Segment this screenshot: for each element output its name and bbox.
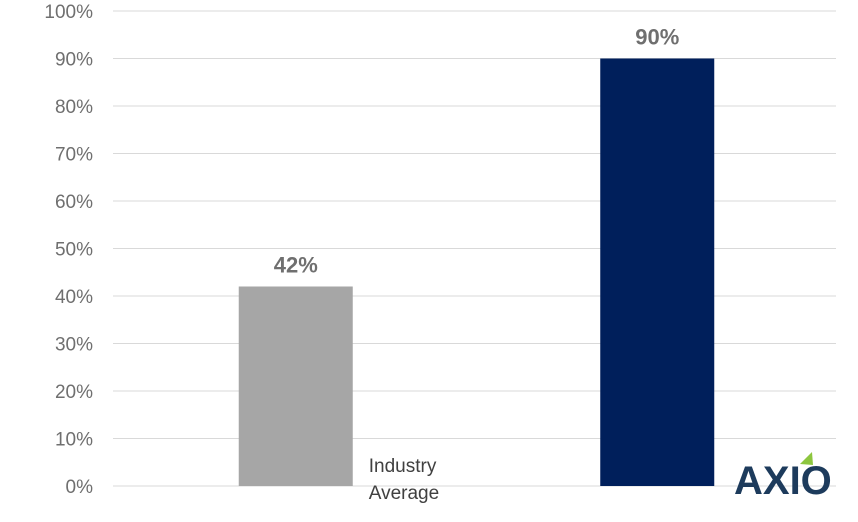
y-tick-label: 50% xyxy=(55,240,93,261)
bars xyxy=(238,58,715,486)
axio-logo: AXIO xyxy=(734,452,832,503)
data-label: 90% xyxy=(635,25,679,50)
category-label-line: Average xyxy=(369,483,439,504)
y-tick-label: 40% xyxy=(55,287,93,308)
y-tick-label: 30% xyxy=(55,335,93,356)
logo-leaf-icon xyxy=(800,452,813,465)
category-label-line: Industry xyxy=(369,456,437,477)
y-tick-label: 10% xyxy=(55,430,93,451)
bar xyxy=(600,58,715,486)
category-labels: Industry Average xyxy=(369,456,439,504)
data-labels: 42% 90% xyxy=(274,25,680,278)
y-tick-label: 80% xyxy=(55,97,93,118)
y-tick-label: 70% xyxy=(55,145,93,166)
category-label: Industry Average xyxy=(369,456,439,504)
y-tick-label: 90% xyxy=(55,50,93,71)
gridlines xyxy=(113,10,836,487)
y-tick-label: 20% xyxy=(55,382,93,403)
data-label: 42% xyxy=(274,253,318,278)
y-axis-ticks: 0% 10% 20% 30% 40% 50% 60% 70% 80% 90% 100% xyxy=(44,2,93,498)
y-tick-label: 0% xyxy=(66,477,94,498)
bar xyxy=(238,286,353,486)
axio-logo-text: AXIO xyxy=(734,459,832,503)
y-tick-label: 60% xyxy=(55,192,93,213)
y-tick-label: 100% xyxy=(44,2,93,23)
